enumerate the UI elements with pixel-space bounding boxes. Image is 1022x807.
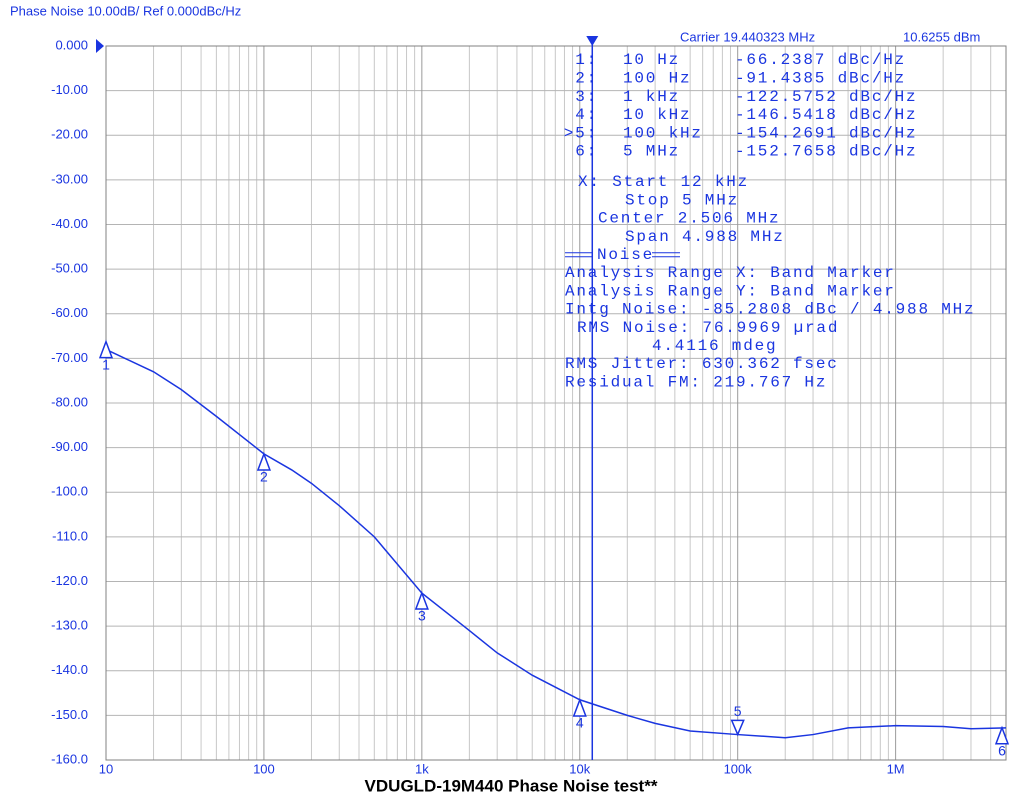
- annotation: Center 2.506 MHz: [598, 210, 780, 228]
- x-tick-label: 100k: [724, 761, 753, 776]
- marker: [414, 590, 429, 610]
- caption: VDUGLD-19M440 Phase Noise test**: [365, 776, 658, 795]
- marker-id: 5: [734, 703, 742, 719]
- annotation: Stop 5 MHz: [625, 191, 739, 209]
- y-tick-label: -140.0: [51, 662, 88, 677]
- marker-id: 2: [260, 469, 268, 485]
- y-tick-label: -10.00: [51, 82, 88, 97]
- marker-freq: 100 kHz: [623, 124, 703, 142]
- annotation: Analysis Range X: Band Marker: [565, 264, 896, 282]
- y-tick-label: -60.00: [51, 305, 88, 320]
- marker-freq: 100 Hz: [623, 70, 691, 88]
- marker-freq: 10 kHz: [623, 106, 691, 124]
- y-tick-label: -130.0: [51, 618, 88, 633]
- annotation: Span 4.988 MHz: [625, 228, 785, 246]
- marker-freq: 5 MHz: [623, 143, 680, 161]
- y-tick-label: -20.00: [51, 127, 88, 142]
- carrier: Carrier 19.440323 MHz: [680, 29, 815, 44]
- y-tick-label: -120.0: [51, 573, 88, 588]
- annotation: Analysis Range Y: Band Marker: [565, 282, 896, 300]
- annotation: Noise: [597, 246, 654, 264]
- marker-name: 4:: [575, 106, 598, 124]
- x-tick-label: 10k: [569, 761, 590, 776]
- band-arrow: [586, 36, 599, 46]
- marker-freq: 1 kHz: [623, 88, 680, 106]
- marker-value: -146.5418 dBc/Hz: [735, 106, 917, 124]
- marker: [994, 725, 1010, 745]
- y-tick-label: 0.000: [55, 37, 88, 52]
- marker-id: 1: [102, 356, 110, 372]
- y-tick-label: -110.0: [52, 528, 88, 543]
- marker-id: 3: [418, 608, 426, 624]
- marker-name: 3:: [575, 88, 598, 106]
- y-tick-label: -80.00: [51, 394, 88, 409]
- marker: [572, 697, 587, 717]
- x-tick-label: 100: [253, 761, 275, 776]
- annotation: 4.4116 mdeg: [652, 337, 777, 355]
- marker: [98, 339, 114, 359]
- annotation: Residual FM: 219.767 Hz: [565, 373, 827, 391]
- marker-value: -66.2387 dBc/Hz: [735, 51, 906, 69]
- marker-freq: 10 Hz: [623, 51, 680, 69]
- marker-id: 4: [576, 715, 584, 731]
- y-tick-label: -150.0: [51, 707, 88, 722]
- annotation: Intg Noise: -85.2808 dBc / 4.988 MHz: [565, 301, 975, 319]
- marker-name: 2:: [575, 70, 598, 88]
- marker-name: >5:: [564, 124, 598, 142]
- marker: [256, 451, 272, 471]
- marker-value: -154.2691 dBc/Hz: [735, 124, 917, 142]
- marker-id: 6: [998, 742, 1006, 758]
- annotation: RMS Noise: 76.9969 µrad: [577, 319, 839, 337]
- annotation: RMS Jitter: 630.362 fsec: [565, 355, 839, 373]
- ref-arrow: [96, 39, 104, 53]
- y-tick-label: -100.0: [51, 484, 88, 499]
- marker-name: 6:: [575, 143, 598, 161]
- marker-value: -91.4385 dBc/Hz: [735, 70, 906, 88]
- y-tick-label: -40.00: [51, 216, 88, 231]
- marker-value: -152.7658 dBc/Hz: [735, 143, 917, 161]
- y-tick-label: -50.00: [51, 261, 88, 276]
- y-tick-label: -90.00: [51, 439, 88, 454]
- header: Phase Noise 10.00dB/ Ref 0.000dBc/Hz: [10, 3, 241, 18]
- marker-value: -122.5752 dBc/Hz: [735, 88, 917, 106]
- x-tick-label: 10: [99, 761, 113, 776]
- y-tick-label: -30.00: [51, 171, 88, 186]
- plot-frame: [105, 45, 1007, 761]
- x-tick-label: 1M: [887, 761, 905, 776]
- carrier-power: 10.6255 dBm: [903, 29, 980, 44]
- marker: [730, 719, 745, 737]
- y-tick-label: -70.00: [51, 350, 88, 365]
- marker-name: 1:: [575, 51, 598, 69]
- y-tick-label: -160.0: [51, 751, 88, 766]
- annotation: X: Start 12 kHz: [578, 173, 749, 191]
- x-tick-label: 1k: [415, 761, 429, 776]
